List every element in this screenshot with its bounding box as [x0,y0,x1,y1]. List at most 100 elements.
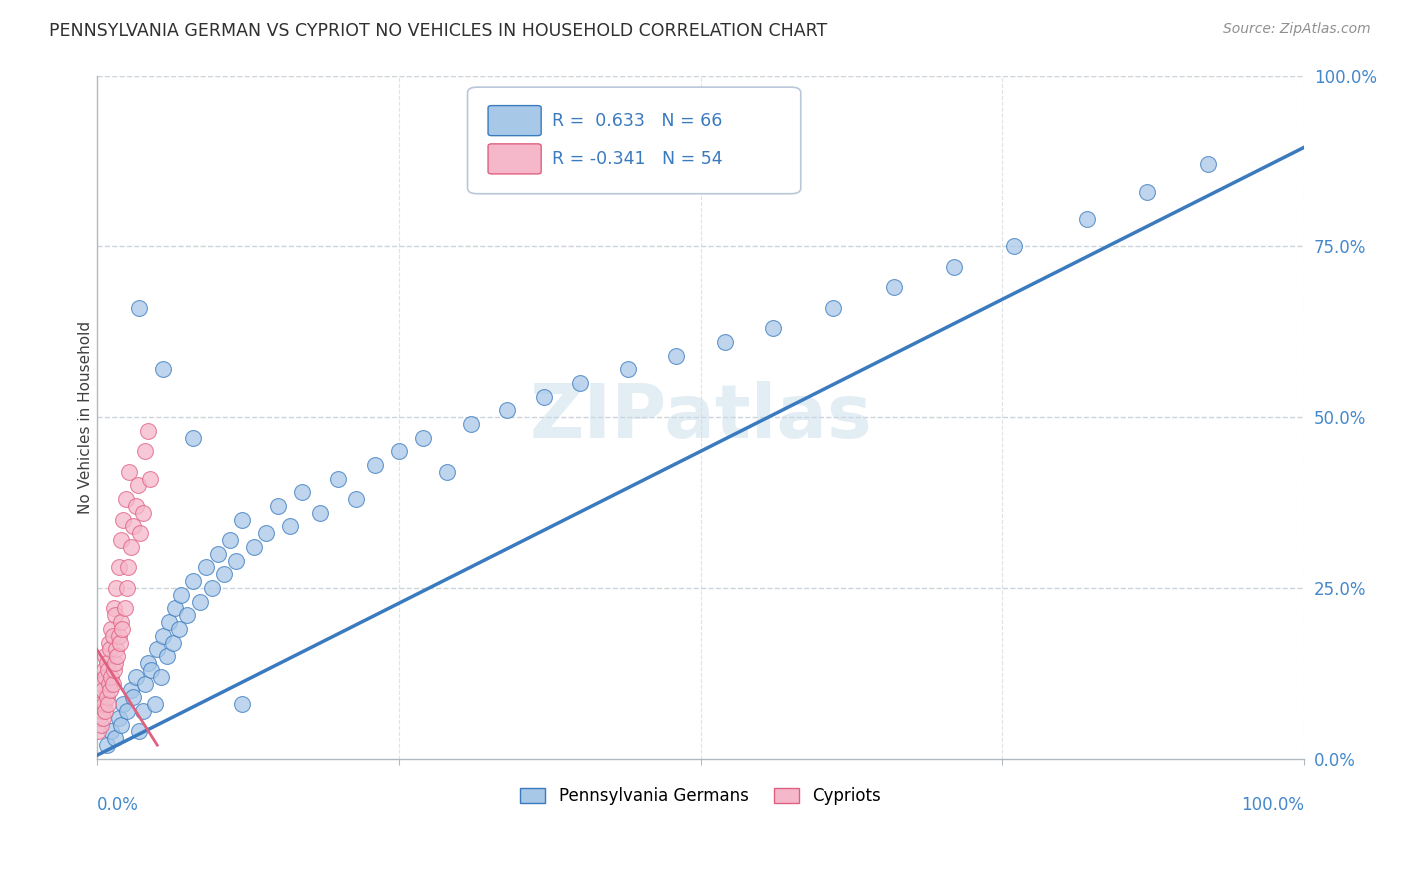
Point [183,431,205,445]
Point [143,697,166,711]
Point [91,683,114,698]
Point [128,301,150,315]
FancyBboxPatch shape [468,87,801,194]
Text: Source: ZipAtlas.com: Source: ZipAtlas.com [1223,22,1371,37]
Point [107,560,129,574]
Point [98,683,121,698]
Point [96,738,118,752]
Point [1076,212,1098,227]
Point [132,506,155,520]
Point [93,697,115,711]
Point [110,717,132,731]
Point [136,424,159,438]
Point [254,526,277,541]
Point [89,697,111,711]
Point [122,690,145,705]
Point [291,485,314,500]
Point [105,642,128,657]
Y-axis label: No Vehicles in Household: No Vehicles in Household [79,320,93,514]
Point [243,540,266,554]
Point [328,472,350,486]
FancyBboxPatch shape [488,144,541,174]
Point [89,717,111,731]
Point [167,622,190,636]
Point [112,697,135,711]
Point [118,465,141,479]
Point [136,656,159,670]
Point [90,676,112,690]
Point [460,417,482,431]
Point [129,526,152,541]
Point [218,533,240,548]
Point [110,615,132,629]
Point [120,540,142,554]
Point [100,622,122,636]
Text: 100.0%: 100.0% [1241,797,1305,814]
Point [115,704,138,718]
Point [100,670,122,684]
Point [134,444,156,458]
Point [104,731,127,746]
Point [107,649,129,664]
Point [117,560,139,574]
Point [1136,185,1159,199]
Text: R = -0.341   N = 54: R = -0.341 N = 54 [553,150,723,168]
Point [496,403,519,417]
Point [110,533,132,548]
Point [97,635,120,649]
Text: R =  0.633   N = 66: R = 0.633 N = 66 [553,112,723,129]
Point [100,724,122,739]
Point [436,465,458,479]
Point [114,601,136,615]
Point [91,711,114,725]
Point [152,629,174,643]
Point [762,321,785,335]
Point [231,513,253,527]
Point [146,642,169,657]
Point [1197,157,1219,171]
Point [141,663,163,677]
Point [823,301,845,315]
FancyBboxPatch shape [488,105,541,136]
Point [134,676,156,690]
Point [90,704,112,718]
Point [115,492,138,507]
Text: PENNSYLVANIA GERMAN VS CYPRIOT NO VEHICLES IN HOUSEHOLD CORRELATION CHART: PENNSYLVANIA GERMAN VS CYPRIOT NO VEHICL… [49,22,828,40]
Point [188,594,211,608]
Point [568,376,591,390]
Point [278,519,301,533]
Point [87,724,110,739]
Point [267,499,290,513]
Point [108,635,131,649]
Point [97,697,120,711]
Point [124,670,146,684]
Point [96,656,118,670]
Point [665,349,688,363]
Point [122,519,145,533]
Point [157,615,180,629]
Point [107,711,129,725]
Point [97,676,120,690]
Point [194,560,217,574]
Point [94,704,117,718]
Point [363,458,385,472]
Point [98,642,121,657]
Point [212,567,235,582]
Point [93,663,115,677]
Point [170,588,193,602]
Point [943,260,966,274]
Point [132,704,155,718]
Point [225,554,247,568]
Point [89,711,111,725]
Point [309,506,332,520]
Point [111,622,134,636]
Point [207,547,229,561]
Point [112,513,135,527]
Point [128,724,150,739]
Point [388,444,411,458]
Point [176,608,198,623]
Point [103,601,125,615]
Point [165,601,187,615]
Point [94,649,117,664]
Point [1004,239,1026,253]
